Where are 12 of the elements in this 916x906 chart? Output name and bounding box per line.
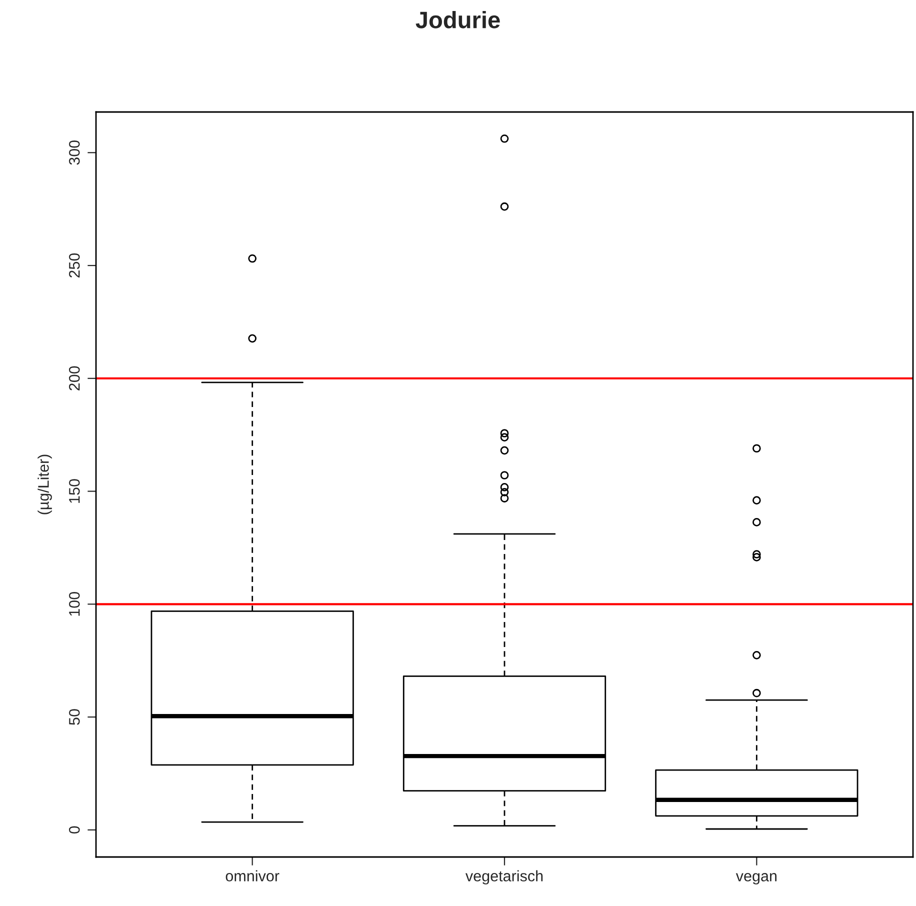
y-tick-label: 300 xyxy=(68,140,80,165)
y-axis-title: (µg/Liter) xyxy=(38,454,52,514)
x-tick-label: vegan xyxy=(736,873,776,884)
y-tick-label: 0 xyxy=(68,826,80,834)
x-tick-label: vegetarisch xyxy=(465,870,543,884)
x-tick-label: omnivor xyxy=(226,870,280,882)
chart-title: Jodurie xyxy=(416,10,500,28)
y-tick-label: 200 xyxy=(68,366,80,390)
y-tick-label: 250 xyxy=(68,253,80,278)
y-tick-label: 50 xyxy=(68,709,80,725)
y-tick-label: 150 xyxy=(68,479,80,503)
y-tick-label: 100 xyxy=(68,592,80,616)
